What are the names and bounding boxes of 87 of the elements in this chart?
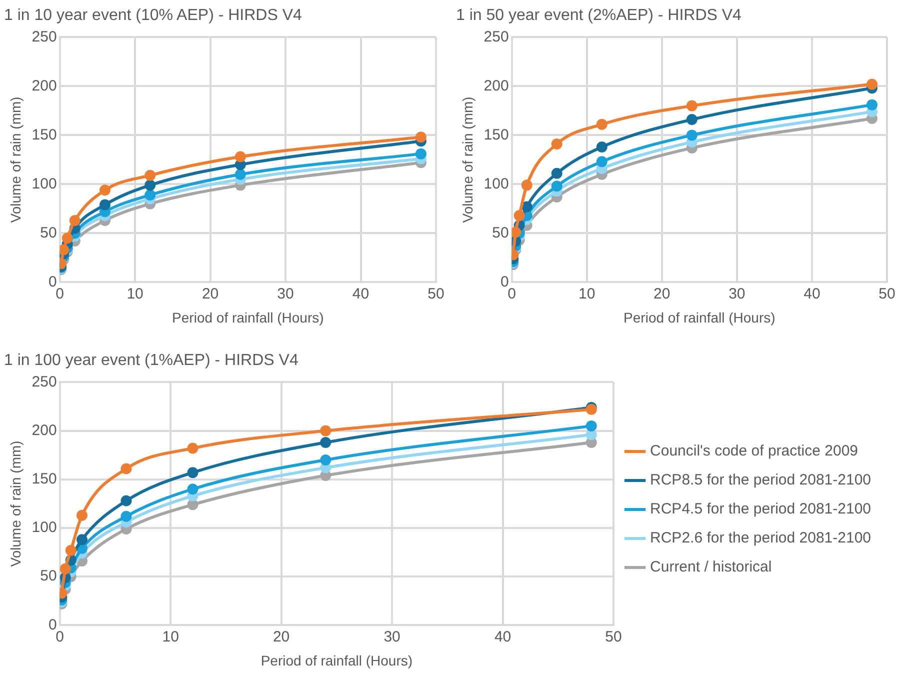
x-tick-label: 30: [384, 628, 400, 646]
point: [551, 168, 562, 179]
y-tick-label: 150: [32, 470, 57, 488]
point: [521, 201, 532, 212]
point: [866, 78, 878, 90]
legend-label: Council's code of practice 2009: [650, 442, 858, 460]
x-tick-label: 40: [804, 285, 820, 302]
point: [65, 544, 76, 556]
x-tick-label: 40: [494, 628, 512, 646]
y-tick-label: 250: [32, 28, 57, 46]
point: [187, 442, 198, 454]
chart-title: 1 in 100 year event (1%AEP) - HIRDS V4: [4, 352, 298, 370]
y-tick-label: 50: [492, 224, 509, 242]
y-tick-label: 100: [32, 519, 57, 536]
point: [76, 510, 88, 521]
y-tick-label: 250: [484, 28, 509, 46]
y-tick-label: 50: [40, 568, 57, 585]
point: [686, 114, 698, 126]
x-tick-label: 50: [605, 628, 622, 646]
point: [686, 100, 698, 112]
point: [415, 148, 426, 160]
point: [234, 168, 246, 180]
x-tick-label: 10: [578, 285, 596, 302]
point: [187, 484, 198, 495]
y-axis-title: Volume of rain (mm): [7, 440, 24, 567]
legend-label: Current / historical: [650, 558, 772, 576]
point: [187, 467, 198, 478]
x-tick-label: 30: [277, 285, 294, 302]
point: [99, 184, 110, 196]
point: [866, 99, 878, 110]
x-axis-title: Period of rainfall (Hours): [624, 309, 776, 326]
point: [69, 214, 80, 226]
chart-title: 1 in 50 year event (2%AEP) - HIRDS V4: [456, 7, 742, 24]
legend-label: RCP2.6 for the period 2081-2100: [650, 530, 872, 547]
x-tick-label: 50: [428, 285, 444, 302]
point: [596, 141, 608, 152]
x-tick-label: 10: [126, 285, 144, 302]
point: [120, 495, 132, 506]
point: [320, 436, 332, 448]
x-axis-title: Period of rainfall (Hours): [172, 309, 324, 326]
point: [144, 180, 156, 191]
point: [60, 563, 71, 574]
point: [514, 210, 525, 222]
point: [120, 463, 132, 474]
y-axis-title: Volume of rain (mm): [7, 96, 24, 223]
legend-label: RCP4.5 for the period 2081-2100: [650, 500, 872, 518]
point: [60, 244, 70, 256]
y-tick-label: 150: [32, 126, 57, 144]
y-axis-title: Volume of rain (mm): [459, 96, 476, 223]
x-tick-label: 40: [352, 285, 370, 302]
x-tick-label: 10: [162, 628, 179, 646]
point: [144, 189, 156, 200]
point: [686, 130, 698, 141]
chart-title: 1 in 10 year event (10% AEP) - HIRDS V4: [4, 7, 302, 24]
x-tick-label: 20: [654, 285, 670, 302]
x-tick-label: 50: [878, 285, 896, 302]
point: [551, 138, 562, 150]
y-tick-label: 200: [484, 77, 509, 94]
y-tick-label: 0: [48, 273, 57, 290]
point: [596, 156, 608, 168]
point: [596, 118, 608, 130]
point: [415, 132, 426, 143]
y-tick-label: 250: [32, 373, 57, 390]
point: [320, 425, 332, 436]
point: [76, 534, 88, 546]
point: [521, 180, 532, 191]
y-tick-label: 100: [32, 175, 57, 192]
x-tick-label: 20: [272, 628, 290, 646]
point: [586, 420, 597, 432]
point: [144, 170, 156, 181]
legend-label: RCP8.5 for the period 2081-2100: [650, 472, 872, 489]
y-tick-label: 150: [484, 126, 509, 144]
y-tick-label: 50: [40, 224, 57, 242]
x-tick-label: 30: [728, 285, 746, 302]
point: [62, 232, 73, 244]
x-axis-title: Period of rainfall (Hours): [260, 652, 413, 668]
point: [234, 151, 246, 162]
point: [120, 510, 132, 522]
y-tick-label: 100: [484, 175, 509, 192]
y-tick-label: 0: [48, 616, 57, 634]
y-tick-label: 200: [32, 422, 57, 439]
y-tick-label: 0: [500, 273, 509, 290]
point: [320, 454, 332, 466]
point: [551, 180, 562, 192]
point: [99, 199, 110, 210]
y-tick-label: 200: [32, 77, 57, 94]
x-tick-label: 20: [202, 285, 219, 302]
